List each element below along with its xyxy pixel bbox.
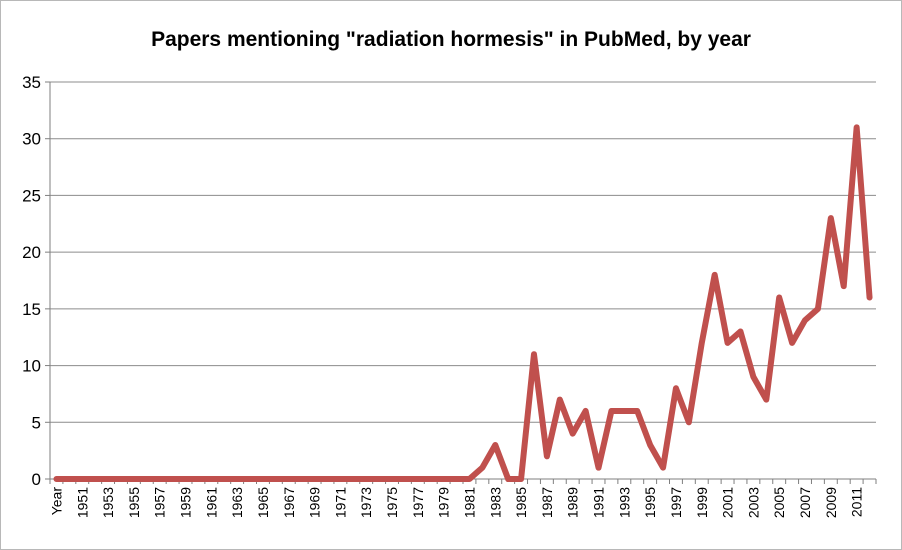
x-tick-label: 2003 [745, 487, 761, 518]
x-tick-label: 1995 [642, 487, 658, 518]
y-tick-label: 10 [22, 357, 41, 376]
x-tick-label: 1967 [281, 487, 297, 518]
y-tick-label: 35 [22, 73, 41, 92]
x-tick-label: 1969 [307, 487, 323, 518]
x-tick-label: 1973 [358, 487, 374, 518]
x-tick-label: Year [48, 487, 64, 516]
x-tick-label: 2005 [771, 487, 787, 518]
x-tick-label: 1987 [539, 487, 555, 518]
x-tick-label: 1965 [255, 487, 271, 518]
x-tick-label: 1991 [591, 487, 607, 518]
y-tick-label: 0 [32, 470, 41, 489]
x-tick-label: 1979 [436, 487, 452, 518]
series-line-papers [53, 124, 873, 482]
x-tick-label: 1957 [152, 487, 168, 518]
y-tick-label: 30 [22, 130, 41, 149]
x-tick-label: 1977 [410, 487, 426, 518]
x-tick-label: 1997 [668, 487, 684, 518]
y-tick-label: 5 [32, 413, 41, 432]
chart-title: Papers mentioning "radiation hormesis" i… [151, 28, 751, 51]
x-tick-label: 1993 [616, 487, 632, 518]
x-tick-label: 1999 [694, 487, 710, 518]
x-tick-label: 2011 [849, 487, 865, 517]
x-tick-label: 1963 [229, 487, 245, 518]
x-tick-label: 2001 [720, 487, 736, 518]
x-tick-label: 2009 [823, 487, 839, 518]
y-tick-label: 25 [22, 186, 41, 205]
x-tick-label: 1961 [203, 487, 219, 518]
x-tick-label: 1975 [384, 487, 400, 518]
x-tick-label: 1953 [100, 487, 116, 518]
x-tick-label: 1971 [332, 487, 348, 518]
x-tick-label: 1983 [487, 487, 503, 518]
x-tick-label: 1981 [461, 487, 477, 518]
x-tick-label: 1951 [74, 487, 90, 518]
y-tick-label: 15 [22, 300, 41, 319]
x-tick-label: 1985 [513, 487, 529, 518]
x-tick-label: 1955 [126, 487, 142, 518]
x-tick-label: 2007 [797, 487, 813, 518]
x-tick-label: 1959 [178, 487, 194, 518]
x-tick-label: 1989 [565, 487, 581, 518]
y-tick-label: 20 [22, 243, 41, 262]
